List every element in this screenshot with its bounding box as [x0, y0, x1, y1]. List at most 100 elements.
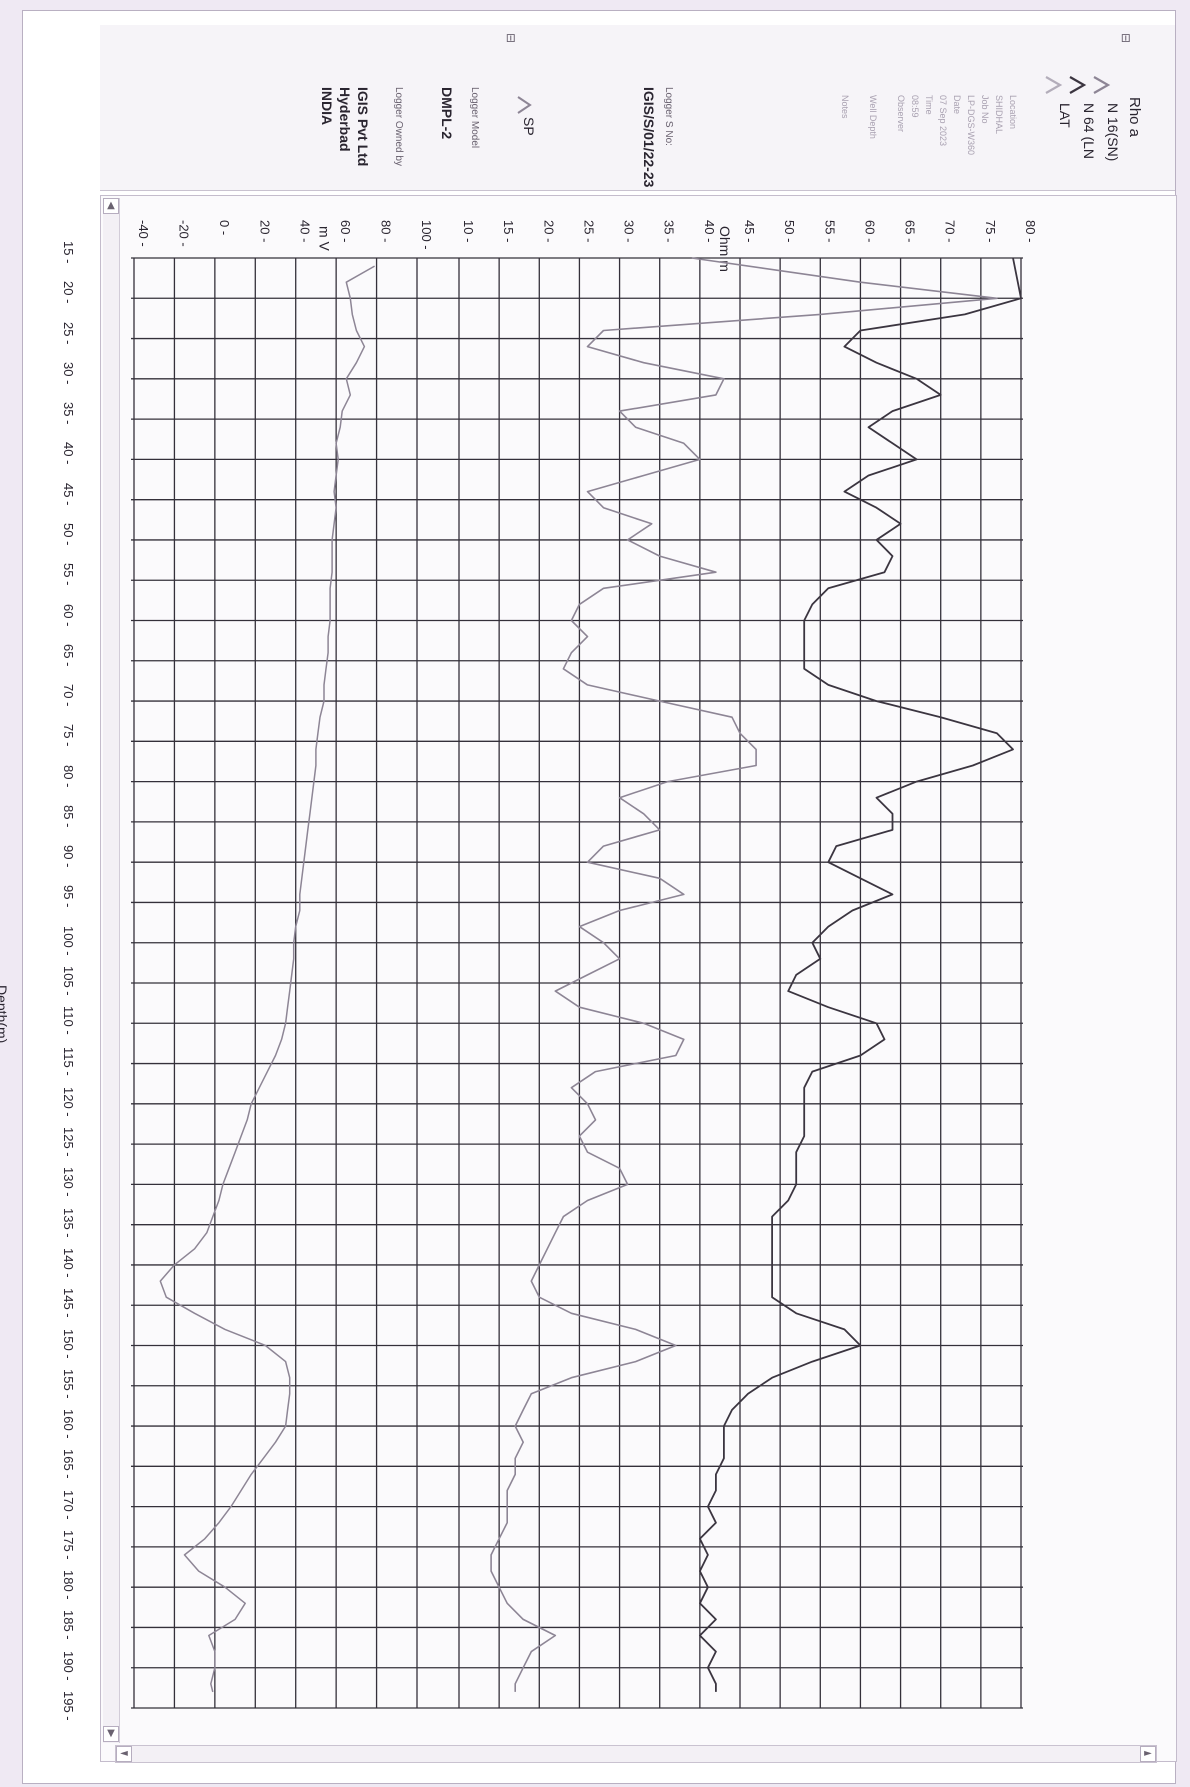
horizontal-scrollbar[interactable]: ◄ ►	[115, 1745, 1157, 1763]
depth-tick-text: 90 -	[61, 845, 76, 868]
meta-value-0: SHIDHAL	[994, 95, 1004, 134]
depth-tick-text: 120 -	[61, 1086, 76, 1117]
ohm-tick-label: 60 -	[862, 220, 877, 242]
sp-legend-label: SP	[521, 117, 537, 136]
legend-label-2: LAT	[1057, 103, 1073, 128]
depth-tick-text: 100 -	[61, 925, 76, 956]
depth-tick-text: 45 -	[61, 482, 76, 506]
vertical-scrollbar[interactable]: ▲ ▼	[103, 198, 120, 1743]
ohm-axis-label: Ohm m	[717, 226, 733, 272]
logger-serial-label: Logger S No:	[663, 87, 674, 146]
depth-tick-text: 15 -	[61, 241, 76, 264]
header-rotated-group: ⊟ ⊟ Rho a N 16(SN) N 64 (LN LAT Location SHIDHA…	[319, 33, 1143, 188]
depth-tick-text: 165 -	[61, 1449, 76, 1479]
depth-axis-label: Depth(m)	[0, 985, 10, 1044]
depth-tick-text: 95 -	[61, 885, 76, 908]
log-plot-svg: 10 - 15 - 20 - 25 - 30 - 35 - 40 - 45 - 50 - 55 -…	[131, 220, 1038, 1709]
meta-value-1: LP-DGS-W360	[966, 95, 976, 155]
depth-tick-text: 65 -	[61, 643, 76, 667]
meta-value-2: 07 Sep 2023	[938, 95, 948, 146]
depth-tick-text: 145 -	[61, 1288, 76, 1318]
depth-tick-text: 85 -	[61, 804, 76, 828]
depth-tick-text: 70 -	[61, 684, 76, 707]
meta-value-3: 08:59	[910, 95, 920, 118]
meta-field-5: Well Depth	[868, 95, 878, 139]
ohm-tick-label: 30 -	[622, 220, 637, 242]
depth-tick-text: 35 -	[61, 402, 76, 425]
depth-tick-text: 195 -	[61, 1691, 76, 1721]
meta-field-6: Notes	[840, 95, 850, 119]
depth-tick-text: 30 -	[61, 361, 76, 385]
depth-tick-text: 190 -	[61, 1650, 76, 1681]
meta-field-1: Job No	[980, 95, 990, 124]
depth-tick-text: 115 -	[61, 1046, 76, 1076]
series-n64-line	[699, 257, 1022, 1692]
depth-tick-text: 135 -	[61, 1207, 76, 1238]
mv-tick-label: 40 -	[298, 220, 313, 242]
logger-model-value: DMPL-2	[439, 87, 455, 139]
ohm-tick-label: 15 -	[501, 220, 516, 242]
ohm-tick-label: 35 -	[662, 220, 677, 242]
depth-tick-text: 110 -	[61, 1006, 76, 1035]
mv-tick-label: -20 -	[176, 220, 191, 247]
depth-tick-text: 50 -	[61, 522, 76, 546]
meta-field-3: Time	[924, 95, 934, 115]
ohm-tick-label: 20 -	[541, 220, 556, 242]
scroll-down-button[interactable]: ▼	[103, 1726, 119, 1742]
mv-tick-label: 100 -	[419, 220, 434, 250]
meta-field-4: Observer	[896, 95, 906, 132]
depth-tick-text: 180 -	[61, 1570, 76, 1600]
ohm-tick-label: 80 -	[1023, 220, 1038, 242]
scroll-up-button[interactable]: ▲	[103, 198, 119, 214]
rho-group-title: Rho a	[1126, 97, 1143, 138]
ohm-tick-label: 45 -	[742, 220, 757, 242]
scroll-right-button[interactable]: ►	[1140, 1746, 1156, 1762]
depth-tick-text: 155 -	[61, 1368, 76, 1399]
mv-tick-label: 60 -	[338, 220, 353, 242]
legend-label-1: N 64 (LN	[1081, 103, 1097, 159]
ohm-tick-label: 55 -	[822, 220, 837, 242]
meta-field-0: Location	[1008, 95, 1018, 129]
series-n16-line	[490, 257, 998, 1692]
ohm-tick-label: 75 -	[983, 220, 998, 242]
logger-owner-label: Logger Owned by	[393, 87, 404, 166]
ohm-tick-label: 65 -	[903, 220, 918, 242]
depth-tick-text: 140 -	[61, 1247, 76, 1278]
depth-tick-text: 105 -	[61, 966, 76, 996]
depth-tick-text: 80 -	[61, 764, 76, 788]
sp-legend-swatch-icon	[517, 96, 532, 114]
logger-owner-line-0: IGIS Pvt Ltd	[355, 87, 371, 166]
meta-field-2: Date	[952, 95, 962, 114]
mv-tick-label: 20 -	[257, 220, 272, 242]
depth-tick-text: 130 -	[61, 1167, 76, 1198]
ohm-tick-label: 70 -	[943, 220, 958, 242]
depth-tick-text: 40 -	[61, 442, 76, 465]
ohm-tick-label: 40 -	[702, 220, 717, 242]
depth-tick-text: 160 -	[61, 1409, 76, 1439]
depth-tick-text: 175 -	[61, 1529, 76, 1560]
depth-tick-text: 170 -	[61, 1489, 76, 1520]
header-svg: ⊟ ⊟ Rho a N 16(SN) N 64 (LN LAT Location SHIDHA…	[319, 33, 1143, 188]
legend-swatch-icon	[1093, 76, 1111, 94]
depth-tick-text: 75 -	[61, 724, 76, 747]
depth-tick-text: 125 -	[61, 1127, 76, 1157]
logger-serial-value: IGIS/S/01/22-23	[641, 87, 657, 188]
logger-model-label: Logger Model	[469, 87, 480, 148]
collapse-sp-icon: ⊟	[504, 33, 518, 43]
depth-tick-text: 25 -	[61, 321, 76, 344]
mv-axis-label: m V	[317, 226, 333, 252]
logger-owner-line-1: Hyderbad	[337, 87, 353, 152]
header-panel: ⊟ ⊟ Rho a N 16(SN) N 64 (LN LAT Location SHIDHA…	[100, 25, 1175, 191]
mv-tick-label: -40 -	[136, 220, 151, 247]
mv-tick-label: 0 -	[217, 220, 232, 235]
depth-tick-text: 60 -	[61, 603, 76, 626]
collapse-rho-icon: ⊟	[1119, 33, 1133, 43]
depth-tick-text: 150 -	[61, 1328, 76, 1359]
ohm-tick-label: 50 -	[782, 220, 797, 242]
depth-tick-text: 185 -	[61, 1610, 76, 1641]
plot-area: 10 - 15 - 20 - 25 - 30 - 35 - 40 - 45 - 50 - 55 -…	[100, 195, 1177, 1762]
ohm-tick-label: 10 -	[461, 220, 476, 242]
scroll-left-button[interactable]: ◄	[116, 1746, 132, 1762]
legend-label-0: N 16(SN)	[1105, 103, 1121, 161]
legend-swatch-icon	[1069, 76, 1087, 94]
